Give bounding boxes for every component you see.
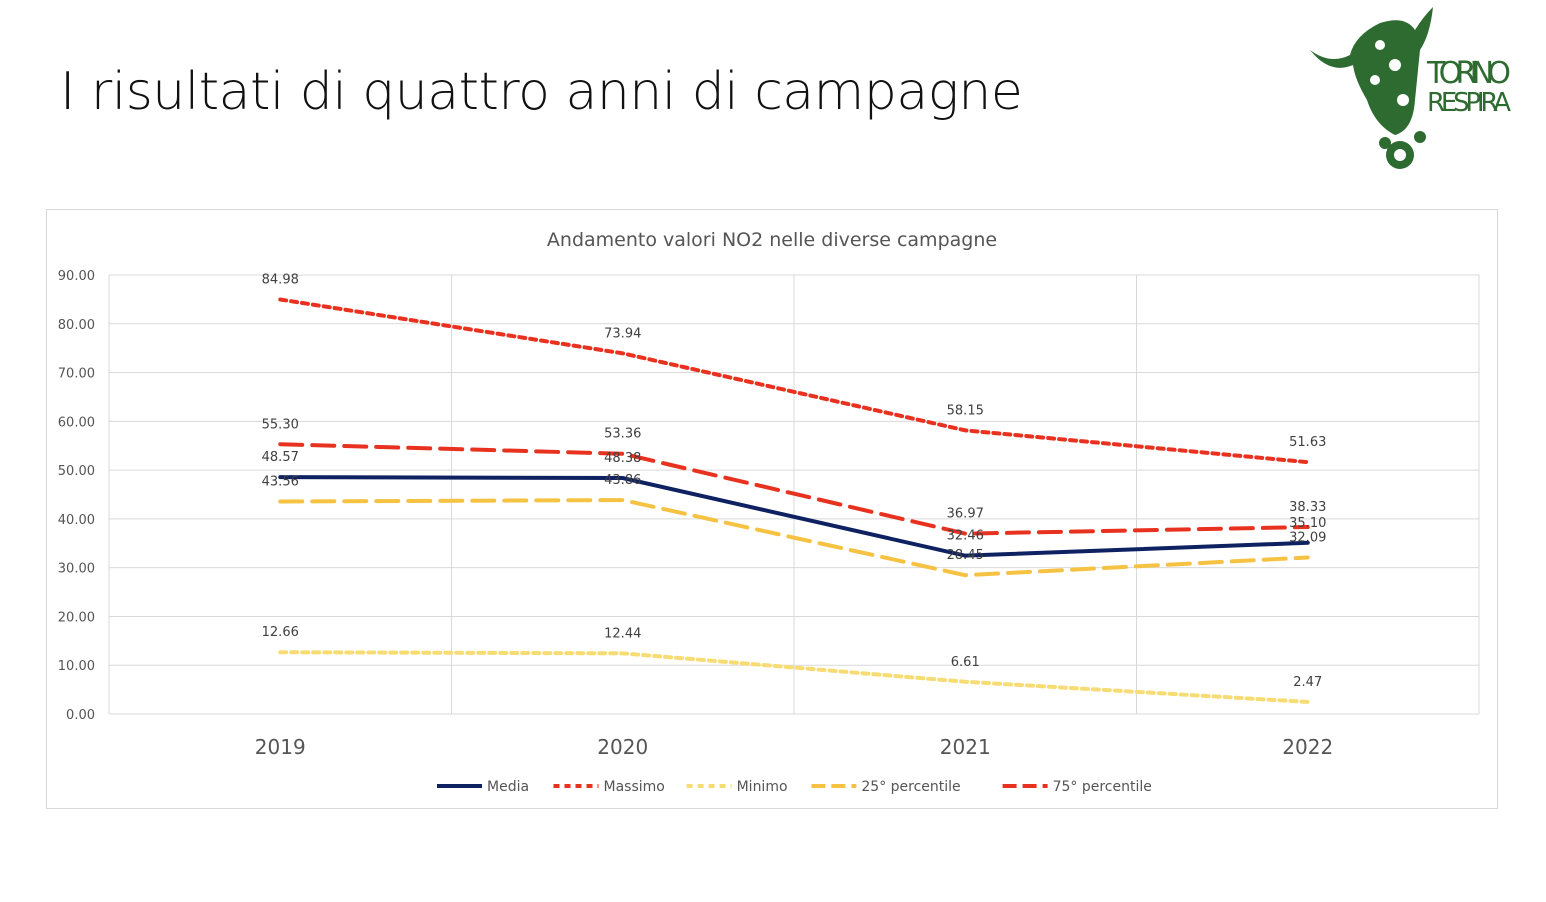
chart-frame: Andamento valori NO2 nelle diverse campa…: [46, 209, 1498, 809]
series-line-massimo: [278, 297, 1310, 465]
y-tick-label: 70.00: [58, 367, 95, 382]
torino-respira-logo: TORINO RESPIRA: [1310, 7, 1511, 169]
data-label: 36.97: [947, 507, 984, 522]
logo-text-respira: RESPIRA: [1427, 88, 1511, 118]
series-line-25-percentile: [278, 498, 1310, 578]
data-label: 32.46: [947, 529, 984, 544]
data-label: 28.45: [947, 548, 984, 563]
data-label: 2.47: [1293, 675, 1322, 690]
y-tick-label: 10.00: [58, 659, 95, 674]
data-label: 48.57: [262, 450, 299, 465]
y-tick-label: 40.00: [58, 513, 95, 528]
data-label: 38.33: [1289, 500, 1326, 515]
slide-title: I risultati di quattro anni di campagne: [60, 62, 1023, 122]
legend-entry: Massimo: [604, 779, 665, 795]
data-label: 55.30: [262, 417, 299, 432]
data-label: 35.10: [1289, 516, 1326, 531]
x-tick-label: 2022: [1282, 735, 1333, 759]
data-label: 6.61: [951, 655, 980, 670]
y-tick-label: 20.00: [58, 610, 95, 625]
series-line-minimo: [278, 650, 1310, 704]
data-label: 12.44: [604, 626, 641, 641]
series-line-75-percentile: [278, 442, 1310, 536]
y-tick-label: 60.00: [58, 415, 95, 430]
x-tick-label: 2021: [940, 735, 991, 759]
y-tick-label: 50.00: [58, 464, 95, 479]
data-label: 48.38: [604, 451, 641, 466]
y-tick-label: 0.00: [66, 708, 95, 723]
data-label: 43.86: [604, 473, 641, 488]
x-tick-label: 2019: [255, 735, 306, 759]
legend-entry: Minimo: [737, 779, 788, 795]
data-label: 51.63: [1289, 435, 1326, 450]
data-label: 12.66: [262, 625, 299, 640]
data-label: 84.98: [262, 272, 299, 287]
x-tick-label: 2020: [597, 735, 648, 759]
legend-entry: 75° percentile: [1053, 779, 1152, 795]
series-line-media: [278, 475, 1310, 558]
legend-entry: 25° percentile: [861, 779, 960, 795]
data-label: 58.15: [947, 403, 984, 418]
y-tick-label: 30.00: [58, 562, 95, 577]
y-tick-label: 80.00: [58, 318, 95, 333]
data-label: 32.09: [1289, 530, 1326, 545]
chart-title: Andamento valori NO2 nelle diverse campa…: [547, 229, 997, 251]
data-label: 43.56: [262, 475, 299, 490]
logo-text-torino: TORINO: [1426, 56, 1511, 91]
data-label: 73.94: [604, 326, 641, 341]
y-tick-label: 90.00: [58, 269, 95, 284]
legend-entry: Media: [487, 779, 529, 795]
data-label: 53.36: [604, 427, 641, 442]
no2-line-chart: Andamento valori NO2 nelle diverse campa…: [58, 229, 1480, 795]
